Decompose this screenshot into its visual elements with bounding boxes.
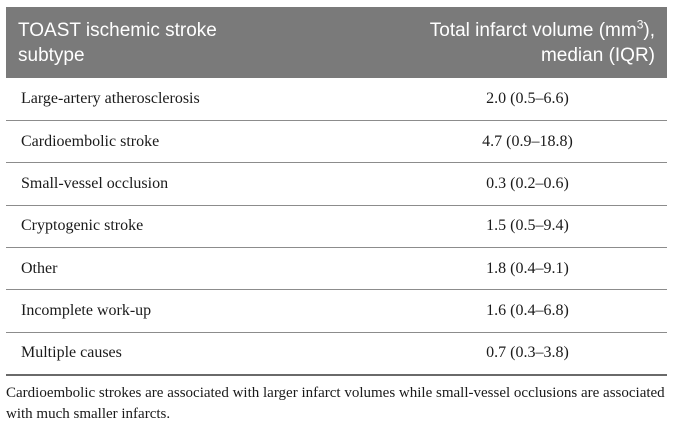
cell-volume: 0.3 (0.2–0.6) [486,174,569,192]
table-row: Multiple causes 0.7 (0.3–3.8) [6,332,667,375]
infarct-volume-table: TOAST ischemic stroke subtype Total infa… [6,7,667,376]
table-row: Small-vessel occlusion 0.3 (0.2–0.6) [6,163,667,206]
cell-volume: 4.7 (0.9–18.8) [482,132,573,150]
header-volume-line1-post: ), [643,19,655,41]
cell-subtype: Small-vessel occlusion [21,174,169,192]
cell-volume: 1.5 (0.5–9.4) [486,217,569,235]
cell-subtype: Cryptogenic stroke [21,217,144,235]
cell-subtype: Large-artery atherosclerosis [21,89,200,107]
header-volume-line1-pre: Total infarct volume (mm [429,19,637,41]
table-row: Incomplete work-up 1.6 (0.4–6.8) [6,290,667,333]
cell-volume: 0.7 (0.3–3.8) [486,344,569,362]
table-header: TOAST ischemic stroke subtype Total infa… [6,7,667,78]
cell-subtype: Multiple causes [21,344,122,362]
cell-volume: 1.6 (0.4–6.8) [486,302,569,320]
table-row: Cryptogenic stroke 1.5 (0.5–9.4) [6,205,667,248]
table-row: Other 1.8 (0.4–9.1) [6,248,667,290]
header-volume-line2: median (IQR) [540,44,655,66]
cell-volume: 1.8 (0.4–9.1) [486,259,569,277]
cell-subtype: Other [21,259,58,277]
header-subtype: TOAST ischemic stroke subtype [6,7,328,78]
header-volume-superscript: 3 [636,17,644,32]
infarct-volume-table-container: TOAST ischemic stroke subtype Total infa… [6,7,667,376]
table-row: Large-artery atherosclerosis 2.0 (0.5–6.… [6,78,667,121]
table-body: Large-artery atherosclerosis 2.0 (0.5–6.… [6,78,667,375]
header-volume: Total infarct volume (mm3), median (IQR) [328,7,667,78]
header-subtype-line1: TOAST ischemic stroke [18,19,217,41]
header-row: TOAST ischemic stroke subtype Total infa… [6,7,667,78]
cell-subtype: Cardioembolic stroke [21,132,160,150]
header-subtype-line2: subtype [18,44,85,66]
table-footnote: Cardioembolic strokes are associated wit… [6,385,665,422]
cell-volume: 2.0 (0.5–6.6) [486,89,569,107]
table-row: Cardioembolic stroke 4.7 (0.9–18.8) [6,120,667,163]
cell-subtype: Incomplete work-up [21,302,152,320]
